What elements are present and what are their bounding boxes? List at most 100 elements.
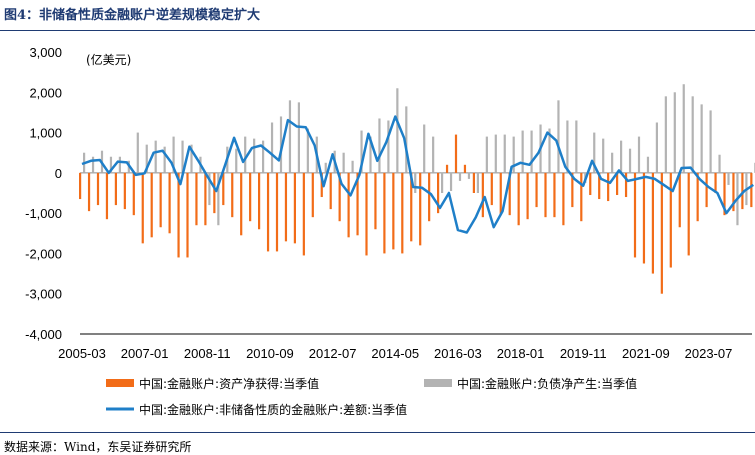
bar-assets [508,172,511,216]
bar-assets [750,172,753,208]
bar-liabilities [208,172,211,206]
bar-assets [338,172,341,222]
bar-liabilities [718,154,721,173]
bar-assets [365,172,368,256]
y-tick-label: -3,000 [25,287,62,302]
bar-assets [240,172,243,236]
bar-assets [660,172,663,294]
bar-liabilities [423,124,426,173]
bar-liabilities [503,134,506,173]
bar-assets [293,172,296,244]
bar-assets [329,172,332,210]
bar-assets [741,172,744,210]
legend-label-net: 中国:金融账户:非储备性质的金融账户:差额:当季值 [139,402,407,417]
x-tick-label: 2021-09 [622,346,670,361]
bar-assets [544,172,547,218]
bar-assets [266,172,270,252]
chart-axes [80,172,752,335]
bar-liabilities [145,144,148,173]
bar-assets [553,172,556,218]
bar-assets [517,172,520,226]
bar-assets [696,172,699,222]
bar-assets [642,172,646,264]
source-rule [0,432,755,433]
chart: 2005-03 2007-01 2008-11 2010-09 2012-07 2014-… [25,45,755,417]
bar-liabilities [342,152,345,173]
bar-assets [374,172,377,230]
bar-liabilities [387,120,390,173]
bar-assets [463,164,467,173]
bar-liabilities [494,134,497,173]
bar-assets [669,172,672,268]
bar-assets [571,172,574,208]
bar-assets [383,172,386,254]
bar-liabilities [521,130,524,173]
bar-liabilities [172,136,175,173]
x-tick-label: 2023-07 [685,346,733,361]
bar-assets [141,172,144,244]
y-tick-label: 3,000 [29,45,62,60]
bar-liabilities [458,172,462,181]
bar-assets [311,172,314,218]
bar-liabilities [530,130,533,173]
bar-assets [481,172,484,218]
bar-assets [258,172,261,230]
bar-liabilities [485,136,488,173]
y-axis-ticks: -4,000 -3,000 -2,000 -1,000 0 1,000 2,000 3,000 [25,45,62,342]
series-net-line [81,115,755,234]
bar-assets [598,172,601,200]
bar-assets [616,172,619,196]
x-tick-label: 2005-03 [58,346,106,361]
bar-assets [633,172,637,258]
bar-liabilities [235,148,238,173]
bar-assets [275,172,279,252]
bar-assets [732,172,735,212]
title-rule [0,30,755,31]
bar-liabilities [467,172,471,179]
y-tick-label: -1,000 [25,206,62,221]
bar-liabilities [727,172,730,185]
figure-title: 图4：非储备性质金融账户逆差规模稳定扩大 [4,8,261,23]
bar-liabilities [557,100,560,173]
bar-assets [454,134,458,173]
bar-liabilities [405,106,408,173]
y-tick-label: -4,000 [25,327,62,342]
bar-liabilities [449,172,453,191]
legend-label-assets: 中国:金融账户:资产净获得:当季值 [139,376,319,391]
bar-liabilities [297,102,300,173]
bar-liabilities [324,162,327,173]
legend-swatch-assets [106,379,134,387]
legend: 中国:金融账户:资产净获得:当季值 中国:金融账户:负债净产生:当季值 中国:金… [106,376,637,417]
bar-assets [651,172,654,274]
y-tick-label: 2,000 [29,85,62,100]
x-tick-label: 2007-01 [121,346,169,361]
x-tick-label: 2008-11 [184,346,231,361]
bar-liabilities [270,122,274,173]
bar-assets [714,172,717,193]
bar-assets [356,172,359,236]
bar-liabilities [306,128,309,173]
bar-liabilities [262,140,265,173]
bar-assets [499,172,502,216]
source-note: 数据来源：Wind，东吴证券研究所 [4,440,192,454]
bar-assets [392,172,395,250]
bar-assets [195,172,198,226]
bar-assets [168,172,171,234]
bar-assets [437,172,440,214]
bar-assets [231,172,234,218]
bar-liabilities [548,128,551,173]
bar-assets [213,172,216,214]
unit-label: (亿美元) [86,52,131,67]
bar-liabilities [709,110,712,173]
bar-assets [607,172,610,202]
x-tick-label: 2018-01 [497,346,545,361]
series-assets-bars [79,134,753,294]
bar-liabilities [190,144,193,173]
bar-liabilities [476,172,479,193]
x-tick-label: 2010-09 [246,346,294,361]
bar-liabilities [673,92,676,173]
bar-liabilities [512,136,515,173]
bar-liabilities [396,88,399,173]
bar-assets [410,172,413,242]
bar-liabilities [611,152,614,173]
